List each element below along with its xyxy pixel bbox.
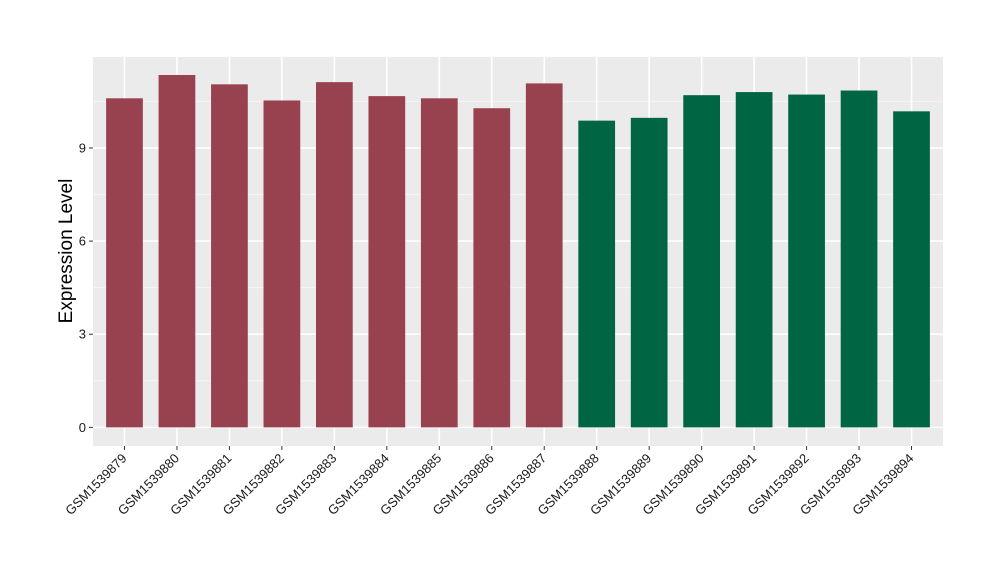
bar-gsm1539887 bbox=[525, 83, 563, 428]
bar-gsm1539890 bbox=[683, 95, 721, 428]
y-tick-label: 6 bbox=[79, 234, 86, 249]
bars bbox=[106, 75, 930, 428]
bar-gsm1539882 bbox=[263, 100, 301, 428]
bar-gsm1539880 bbox=[158, 75, 196, 428]
y-tick-label: 0 bbox=[79, 420, 86, 435]
bar-gsm1539885 bbox=[420, 98, 458, 428]
bar-gsm1539892 bbox=[788, 94, 825, 428]
y-tick-label: 9 bbox=[79, 140, 86, 155]
x-axis: GSM1539879GSM1539880GSM1539881GSM1539882… bbox=[62, 446, 917, 518]
bar-gsm1539883 bbox=[315, 82, 353, 428]
bar-gsm1539881 bbox=[211, 84, 248, 428]
bar-gsm1539889 bbox=[630, 117, 668, 428]
bar-gsm1539894 bbox=[893, 111, 930, 428]
bar-gsm1539879 bbox=[106, 98, 143, 428]
bar-gsm1539891 bbox=[735, 92, 773, 428]
y-axis-title: Expression Level bbox=[56, 179, 77, 324]
bar-gsm1539884 bbox=[368, 96, 406, 428]
bar-gsm1539893 bbox=[840, 90, 878, 428]
bar-gsm1539886 bbox=[473, 108, 511, 428]
bar-gsm1539888 bbox=[578, 120, 616, 428]
y-axis: 0 3 6 9 bbox=[79, 140, 93, 435]
y-tick-label: 3 bbox=[79, 327, 86, 342]
